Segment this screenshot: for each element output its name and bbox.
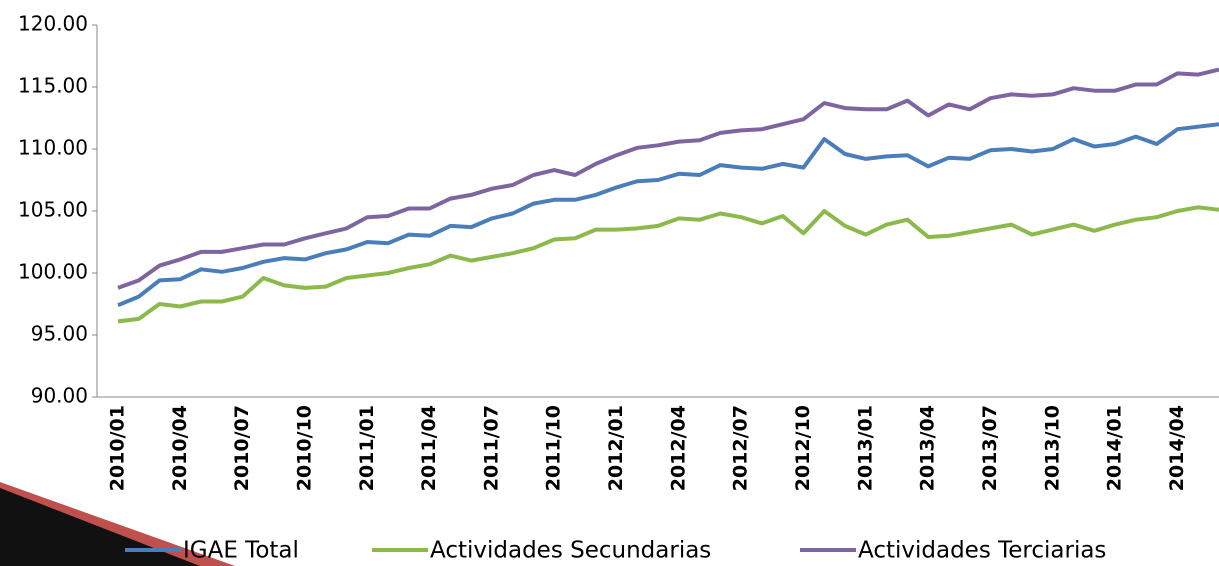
legend-label: Actividades Terciarias — [858, 538, 1106, 564]
x-tick-label: 2012/10 — [792, 405, 814, 491]
legend-label: IGAE Total — [183, 538, 299, 564]
y-tick-label: 90.00 — [31, 384, 88, 408]
x-tick-label: 2011/10 — [543, 405, 565, 491]
x-tick-label: 2010/04 — [169, 405, 191, 491]
y-tick-label: 100.00 — [18, 260, 88, 284]
y-tick-label: 120.00 — [18, 12, 88, 36]
x-tick-label: 2013/07 — [979, 405, 1001, 491]
x-tick-label: 2011/04 — [418, 405, 440, 491]
series-line — [118, 207, 1219, 321]
x-tick-label: 2014/04 — [1166, 405, 1188, 491]
x-tick-label: 2013/10 — [1041, 405, 1063, 491]
series-line — [118, 124, 1219, 305]
y-tick-label: 115.00 — [18, 74, 88, 98]
y-tick-label: 105.00 — [18, 198, 88, 222]
x-tick-label: 2010/01 — [107, 405, 129, 491]
x-tick-label: 2012/04 — [667, 405, 689, 491]
x-tick-label: 2013/01 — [854, 405, 876, 491]
x-tick-label: 2010/07 — [231, 405, 253, 491]
y-tick-label: 110.00 — [18, 136, 88, 160]
x-tick-label: 2013/04 — [917, 405, 939, 491]
x-tick-label: 2010/10 — [293, 405, 315, 491]
x-tick-label: 2012/01 — [605, 405, 627, 491]
x-tick-label: 2014/01 — [1104, 405, 1126, 491]
chart: 90.00 95.00 100.00 105.00 110.00 115.00 120.00… — [0, 0, 1219, 566]
x-tick-label: 2012/07 — [730, 405, 752, 491]
legend-label: Actividades Secundarias — [430, 538, 711, 564]
x-tick-label: 2011/01 — [356, 405, 378, 491]
x-tick-label: 2011/07 — [480, 405, 502, 491]
y-tick-label: 95.00 — [31, 322, 88, 346]
